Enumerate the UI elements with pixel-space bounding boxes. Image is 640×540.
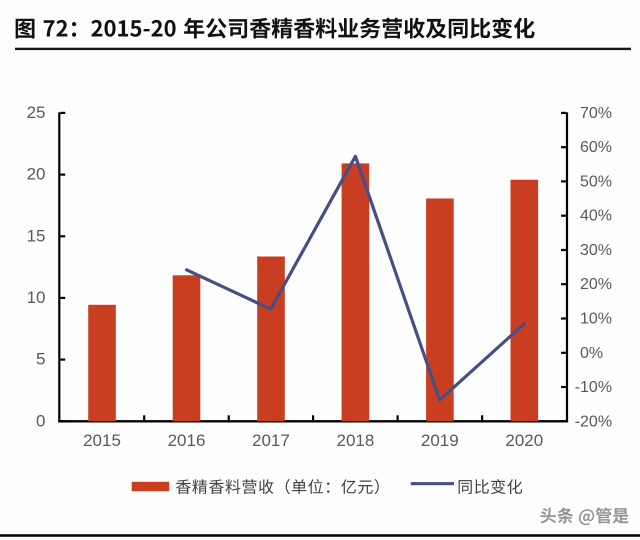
- svg-text:50%: 50%: [580, 173, 612, 190]
- svg-text:70%: 70%: [580, 105, 612, 122]
- svg-text:2019: 2019: [421, 431, 459, 450]
- svg-text:2016: 2016: [168, 431, 206, 450]
- svg-text:15: 15: [27, 226, 46, 245]
- svg-text:5: 5: [36, 350, 45, 369]
- svg-text:40%: 40%: [580, 208, 612, 225]
- svg-text:2020: 2020: [505, 431, 543, 450]
- svg-text:25: 25: [27, 103, 46, 122]
- svg-text:2018: 2018: [336, 431, 374, 450]
- svg-text:10: 10: [27, 288, 46, 307]
- svg-text:-20%: -20%: [575, 413, 612, 430]
- svg-text:60%: 60%: [580, 139, 612, 156]
- svg-text:20%: 20%: [580, 276, 612, 293]
- svg-text:10%: 10%: [580, 311, 612, 328]
- svg-text:2017: 2017: [252, 431, 290, 450]
- svg-text:0: 0: [36, 411, 45, 430]
- svg-text:2015: 2015: [83, 431, 121, 450]
- svg-text:0%: 0%: [580, 345, 603, 362]
- svg-text:-10%: -10%: [575, 379, 612, 396]
- svg-text:20: 20: [27, 165, 46, 184]
- svg-text:30%: 30%: [580, 242, 612, 259]
